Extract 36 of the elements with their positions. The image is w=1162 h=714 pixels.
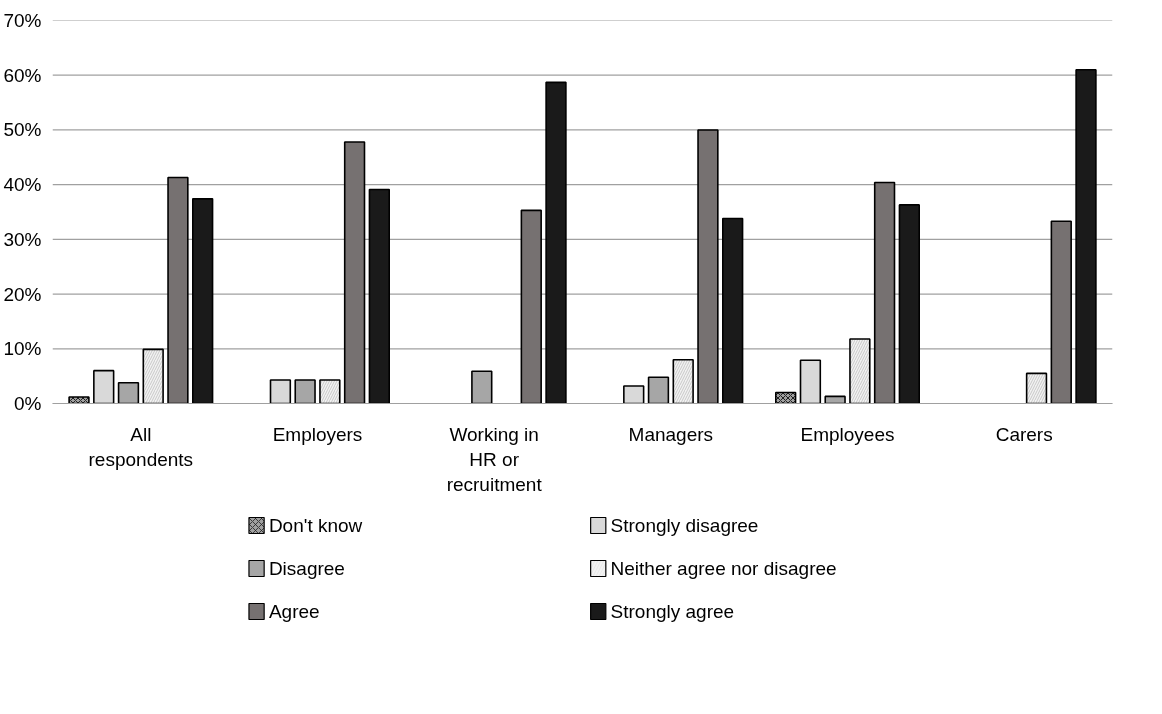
bar <box>1050 220 1072 404</box>
legend-label: Strongly agree <box>610 601 735 622</box>
legend-label: Neither agree nor disagree <box>610 558 837 579</box>
bar <box>721 217 744 404</box>
bar <box>623 385 645 404</box>
legend-label: Disagree <box>268 558 345 579</box>
y-tick-label: 20% <box>3 283 42 305</box>
y-tick-label: 50% <box>3 119 42 141</box>
y-tick-label: 60% <box>3 64 42 86</box>
x-tick-label: Employees <box>800 423 895 445</box>
legend-label: Agree <box>268 601 320 622</box>
bar <box>520 209 542 404</box>
x-tick-label: Working in HR or recruitment <box>446 423 543 495</box>
bar <box>545 81 567 404</box>
y-tick-label: 70% <box>3 10 42 31</box>
y-tick-label: 40% <box>3 174 42 196</box>
bar <box>269 379 292 404</box>
bar <box>191 198 214 404</box>
bar <box>368 188 391 404</box>
bar <box>799 359 822 404</box>
y-tick-label: 30% <box>3 228 42 250</box>
x-tick-label: All respondents <box>88 423 194 470</box>
bar <box>1075 68 1097 404</box>
x-tick-label: Carers <box>995 423 1053 445</box>
bar <box>93 369 115 404</box>
legend-label: Strongly disagree <box>610 515 759 536</box>
x-tick-label: Employers <box>272 423 363 445</box>
bar <box>898 204 921 404</box>
x-tick-label: Managers <box>628 423 714 445</box>
legend-label: Don't know <box>268 515 363 536</box>
bar <box>343 141 366 404</box>
bar <box>167 176 189 404</box>
bar <box>873 181 896 404</box>
y-tick-label: 0% <box>14 393 42 414</box>
y-tick-label: 10% <box>3 338 42 360</box>
bar <box>697 129 719 404</box>
